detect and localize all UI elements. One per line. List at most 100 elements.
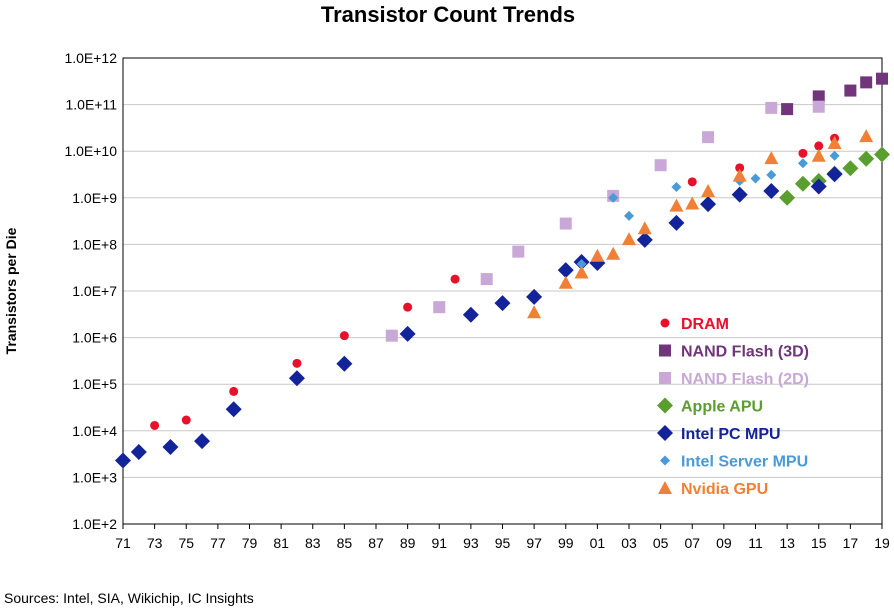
legend-label: Intel PC MPU: [681, 426, 781, 443]
data-point: [574, 265, 589, 279]
data-point: [700, 196, 717, 213]
data-point: [608, 192, 619, 203]
data-point: [385, 329, 398, 342]
x-tick-label: 97: [526, 535, 542, 551]
y-tick-label: 1.0E+8: [72, 236, 117, 252]
data-point: [794, 175, 811, 192]
data-point: [811, 148, 826, 162]
data-point: [150, 420, 160, 430]
data-point: [765, 101, 778, 114]
data-point: [225, 401, 242, 418]
data-point: [731, 186, 748, 203]
series-nvidia-gpu: [527, 129, 874, 319]
data-point: [812, 100, 825, 113]
data-point: [826, 166, 843, 183]
data-point: [812, 90, 825, 103]
data-point: [130, 444, 147, 461]
x-tick-label: 05: [653, 535, 669, 551]
data-point: [559, 217, 572, 230]
y-axis-label: Transistors per Die: [3, 227, 19, 354]
data-point: [194, 433, 211, 450]
x-tick-label: 79: [242, 535, 258, 551]
data-point: [399, 325, 416, 342]
data-point: [480, 273, 493, 286]
y-tick-label: 1.0E+6: [72, 330, 117, 346]
x-tick-labels: 71 73 75 77 79 81 83 85 87 89 91 93 95 97 99 01 03 05 07 09…: [115, 535, 890, 551]
x-tick-label: 99: [558, 535, 574, 551]
x-tick-label: 91: [431, 535, 447, 551]
data-point: [810, 178, 827, 195]
chart-title: Transistor Count Trends: [321, 2, 575, 27]
data-point: [590, 248, 605, 262]
data-point: [669, 198, 684, 212]
legend-marker: [660, 455, 670, 466]
data-point: [576, 258, 587, 269]
legend-marker: [659, 372, 671, 384]
data-point: [687, 177, 697, 187]
data-point: [433, 301, 446, 314]
data-point: [336, 355, 353, 372]
data-point: [606, 246, 621, 260]
data-point: [797, 158, 808, 169]
data-point: [750, 173, 761, 184]
data-point: [842, 160, 859, 177]
x-tick-label: 03: [621, 535, 637, 551]
x-tick-label: 01: [590, 535, 606, 551]
data-point: [115, 452, 131, 469]
x-tick-label: 87: [368, 535, 384, 551]
legend-label: DRAM: [681, 316, 729, 333]
plot-area-border: [122, 57, 883, 525]
legend-marker: [658, 481, 672, 494]
x-tick-label: 07: [684, 535, 700, 551]
data-point: [702, 131, 715, 144]
data-point: [558, 275, 573, 289]
legend-label: Nvidia GPU: [681, 481, 768, 498]
data-point: [874, 146, 890, 163]
legend-label: NAND Flash (2D): [681, 371, 809, 388]
data-point: [654, 159, 667, 172]
data-point: [636, 231, 653, 248]
data-point: [844, 84, 857, 97]
source-note: Sources: Intel, SIA, Wikichip, IC Insigh…: [4, 590, 254, 606]
series-intel-pc-mpu: [115, 166, 843, 469]
x-tick-label: 89: [400, 535, 416, 551]
y-tick-label: 1.0E+5: [72, 376, 117, 392]
data-point: [512, 245, 525, 258]
y-tick-labels: 1.0E+2 1.0E+3 1.0E+4 1.0E+5 1.0E+6 1.0E+7 1.0E…: [64, 50, 117, 532]
data-point: [624, 210, 634, 221]
x-tick-label: 71: [115, 535, 131, 551]
data-point: [637, 221, 652, 235]
data-point: [781, 103, 794, 116]
legend-label: NAND Flash (3D): [681, 344, 809, 361]
data-point: [288, 370, 305, 387]
data-point: [403, 302, 413, 312]
data-point: [181, 415, 191, 425]
data-point: [557, 262, 574, 279]
legend-marker: [657, 425, 673, 441]
data-point: [526, 288, 543, 305]
data-point: [779, 189, 796, 206]
series-nand-flash-3d: [781, 72, 888, 116]
x-tick-label: 95: [495, 535, 511, 551]
data-point: [735, 163, 745, 173]
x-tick-label: 17: [843, 535, 859, 551]
x-tick-label: 73: [147, 535, 163, 551]
legend-label: Intel Server MPU: [681, 454, 808, 471]
data-point: [860, 76, 873, 89]
legend-marker: [657, 397, 673, 414]
y-tick-label: 1.0E+2: [72, 516, 117, 532]
x-tick-label: 93: [463, 535, 479, 551]
data-point: [876, 72, 888, 85]
data-point: [827, 135, 842, 149]
x-tick-label: 15: [811, 535, 827, 551]
y-tick-label: 1.0E+12: [64, 50, 117, 66]
x-tick-label: 77: [210, 535, 226, 551]
series-intel-server-mpu: [576, 150, 840, 269]
data-point: [766, 169, 777, 180]
x-tick-label: 19: [874, 535, 890, 551]
series-nand-flash-2d: [385, 100, 825, 342]
data-point: [859, 129, 874, 143]
data-point: [829, 150, 840, 161]
data-point: [622, 232, 636, 246]
